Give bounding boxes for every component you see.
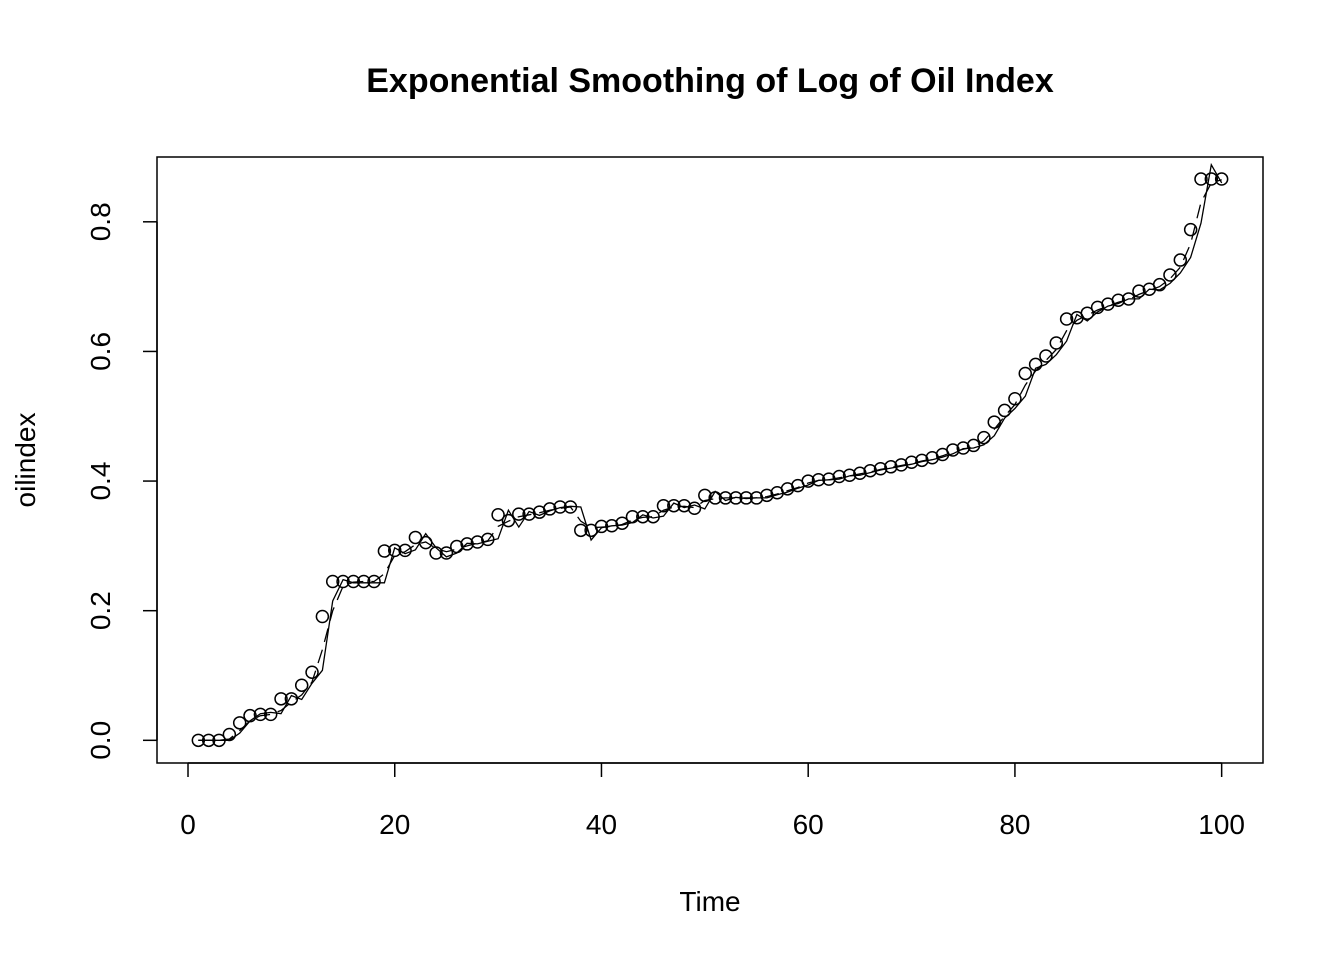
data-point bbox=[315, 609, 330, 624]
x-axis: 0 20 40 60 80 100 bbox=[180, 762, 1245, 840]
data-point bbox=[1039, 349, 1053, 363]
data-point bbox=[305, 665, 319, 680]
data-point bbox=[491, 508, 505, 522]
x-tick-label: 0 bbox=[180, 809, 196, 840]
data-point bbox=[1018, 366, 1033, 381]
y-tick-label: 0.2 bbox=[85, 591, 116, 630]
data-point bbox=[987, 415, 1002, 429]
dashed-series-line bbox=[198, 179, 1222, 741]
y-axis: 0.0 0.2 0.4 0.6 0.8 bbox=[85, 202, 158, 760]
data-point bbox=[512, 507, 526, 521]
data-point bbox=[377, 544, 392, 558]
data-point bbox=[656, 498, 671, 513]
data-point bbox=[274, 692, 288, 706]
x-axis-label: Time bbox=[679, 886, 740, 917]
series-layer bbox=[191, 162, 1229, 748]
data-point bbox=[294, 678, 309, 692]
data-point bbox=[367, 574, 381, 589]
data-point bbox=[966, 438, 981, 453]
x-tick-label: 100 bbox=[1198, 809, 1245, 840]
data-point bbox=[1173, 253, 1188, 267]
x-tick-label: 60 bbox=[793, 809, 824, 840]
x-tick-label: 80 bbox=[999, 809, 1030, 840]
data-point bbox=[698, 488, 712, 503]
data-point bbox=[1183, 222, 1198, 237]
data-point bbox=[439, 546, 454, 560]
data-point bbox=[232, 716, 247, 730]
plot-frame bbox=[156, 156, 1264, 764]
data-point bbox=[832, 469, 846, 484]
y-tick-label: 0.6 bbox=[85, 332, 116, 371]
data-point bbox=[1152, 277, 1167, 292]
data-point bbox=[408, 530, 423, 545]
data-point bbox=[574, 523, 588, 538]
y-tick-label: 0.0 bbox=[85, 721, 116, 760]
data-point bbox=[1204, 172, 1219, 186]
data-point bbox=[325, 574, 340, 589]
x-tick-label: 20 bbox=[379, 809, 410, 840]
x-tick-label: 40 bbox=[586, 809, 617, 840]
data-point bbox=[1214, 172, 1229, 186]
data-point bbox=[263, 707, 278, 722]
data-point bbox=[1049, 336, 1064, 350]
chart-title: Exponential Smoothing of Log of Oil Inde… bbox=[366, 62, 1054, 100]
data-point bbox=[1194, 172, 1208, 186]
y-tick-label: 0.4 bbox=[85, 462, 116, 501]
solid-series-line bbox=[198, 162, 1223, 741]
data-point bbox=[687, 501, 702, 516]
y-axis-label: oilindex bbox=[10, 413, 41, 508]
y-tick-label: 0.8 bbox=[85, 202, 116, 241]
data-point bbox=[977, 430, 991, 445]
data-point bbox=[1080, 306, 1095, 320]
data-point bbox=[1163, 268, 1177, 282]
data-point bbox=[1132, 284, 1146, 298]
data-point bbox=[284, 692, 299, 706]
data-point bbox=[1059, 312, 1074, 326]
